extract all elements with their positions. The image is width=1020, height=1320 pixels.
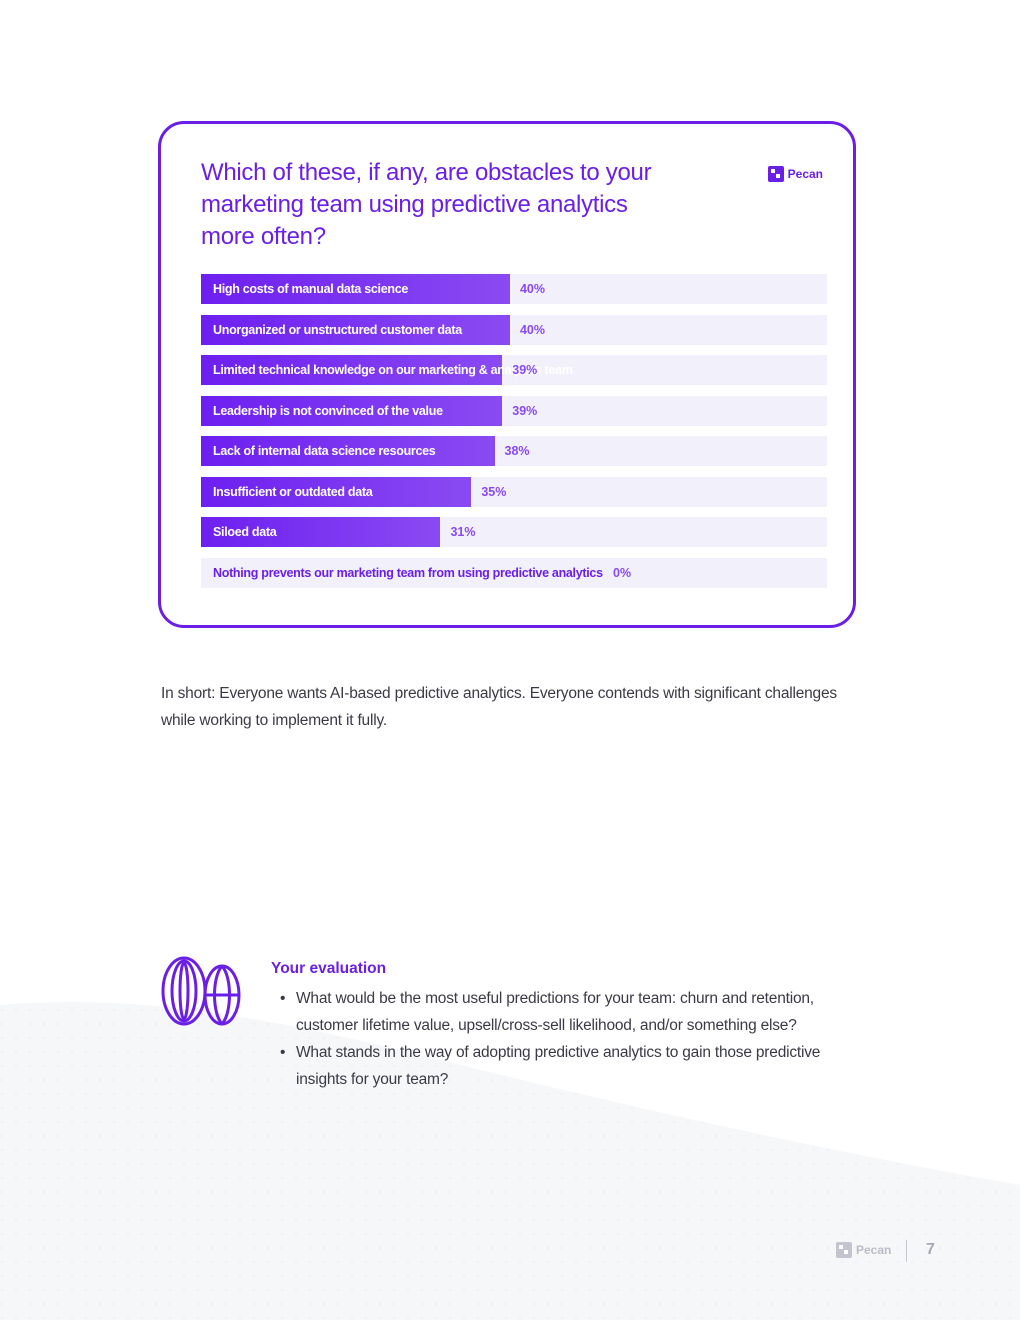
bar-value-label: 40% (519, 282, 546, 296)
bar-row: Leadership is not convinced of the value… (201, 396, 827, 426)
bar-value-label: 35% (481, 485, 507, 499)
evaluation-title: Your evaluation (271, 960, 387, 977)
bar (201, 517, 441, 547)
page-number: 7 (926, 1241, 935, 1258)
bar-row: High costs of manual data science 40% (201, 274, 827, 304)
bar-category-label: Leadership is not convinced of the value (213, 404, 443, 418)
bar-value-label: 0% (613, 566, 632, 580)
card-brand-logo: Pecan (767, 166, 823, 182)
footer-brand-name: Pecan (856, 1243, 892, 1257)
evaluation-item: What would be the most useful prediction… (278, 985, 838, 1039)
bar-row: Insufficient or outdated data 35% (201, 477, 827, 507)
summary-text: In short: Everyone wants AI-based predic… (161, 685, 837, 729)
bar-value-label: 40% (519, 323, 546, 337)
bar-category-label: Siloed data (213, 525, 277, 539)
bar (201, 355, 503, 385)
chart-title: Which of these, if any, are obstacles to… (201, 159, 652, 250)
bar-category-label: Unorganized or unstructured customer dat… (213, 323, 462, 337)
bar-category-label: Nothing prevents our marketing team from… (213, 566, 603, 580)
globe-lens-icon (161, 956, 241, 1026)
bar-row: Nothing prevents our marketing team from… (201, 558, 827, 588)
bar-value-label: 31% (450, 525, 476, 539)
bar (201, 274, 510, 304)
footer-divider (906, 1240, 907, 1262)
bar-row: Unorganized or unstructured customer dat… (201, 315, 827, 345)
card-brand-name: Pecan (787, 167, 823, 181)
bar-row: Siloed data 31% (201, 517, 827, 547)
evaluation-list: What would be the most useful prediction… (278, 985, 838, 1093)
bar-row: Lack of internal data science resources 3… (201, 436, 827, 466)
bar (201, 477, 472, 507)
bar-row: Limited technical knowledge on our marke… (201, 355, 827, 385)
bar-value-label: 39% (512, 363, 538, 377)
bar (201, 436, 495, 466)
evaluation-item: What stands in the way of adopting predi… (278, 1039, 838, 1093)
bar-value-label: 38% (504, 444, 530, 458)
bar-category-label: Limited technical knowledge on our marke… (213, 363, 573, 377)
bar-value-label: 39% (512, 404, 538, 418)
bar (201, 315, 510, 345)
bar-category-label: High costs of manual data science (213, 282, 409, 296)
pecan-logo-icon (836, 1242, 852, 1258)
bar-category-label: Lack of internal data science resources (213, 444, 436, 458)
chart-card: Which of these, if any, are obstacles to… (158, 121, 856, 628)
pecan-logo-icon (767, 166, 784, 182)
footer-brand-logo: Pecan (836, 1242, 891, 1258)
bar-category-label: Insufficient or outdated data (213, 485, 373, 499)
bar (201, 396, 503, 426)
